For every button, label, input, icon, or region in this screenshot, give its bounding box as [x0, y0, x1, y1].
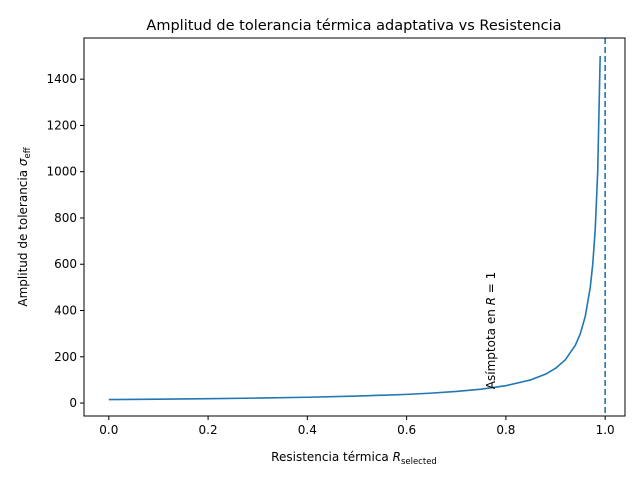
x-axis: 0.0 0.2 0.4 0.6 0.8 1.0 — [99, 416, 615, 437]
y-axis: 0 200 400 600 800 1000 1200 1400 — [46, 72, 84, 410]
y-axis-label: Amplitud de tolerancia σeff — [16, 146, 33, 306]
x-axis-label: Resistencia térmica Rselected — [271, 450, 437, 467]
plot-area — [108, 38, 606, 416]
y-tick-label: 0 — [69, 396, 77, 410]
chart-title: Amplitud de tolerancia térmica adaptativ… — [146, 18, 561, 34]
plot-frame — [83, 37, 626, 417]
y-tick-label: 1000 — [46, 165, 77, 179]
y-tick-label: 200 — [54, 350, 77, 364]
x-tick-label: 1.0 — [596, 423, 615, 437]
asymptote-annotation: Asímptota en R = 1 — [484, 272, 498, 390]
x-tick-label: 0.2 — [199, 423, 218, 437]
y-tick-label: 1200 — [46, 118, 77, 132]
x-tick-label: 0.8 — [496, 423, 515, 437]
series-line-0 — [108, 56, 601, 401]
y-tick-label: 1400 — [46, 72, 77, 86]
x-tick-label: 0.6 — [397, 423, 416, 437]
x-tick-label: 0.4 — [298, 423, 317, 437]
y-tick-label: 400 — [54, 304, 77, 318]
y-tick-label: 600 — [54, 257, 77, 271]
x-tick-label: 0.0 — [99, 423, 118, 437]
y-tick-label: 800 — [54, 211, 77, 225]
